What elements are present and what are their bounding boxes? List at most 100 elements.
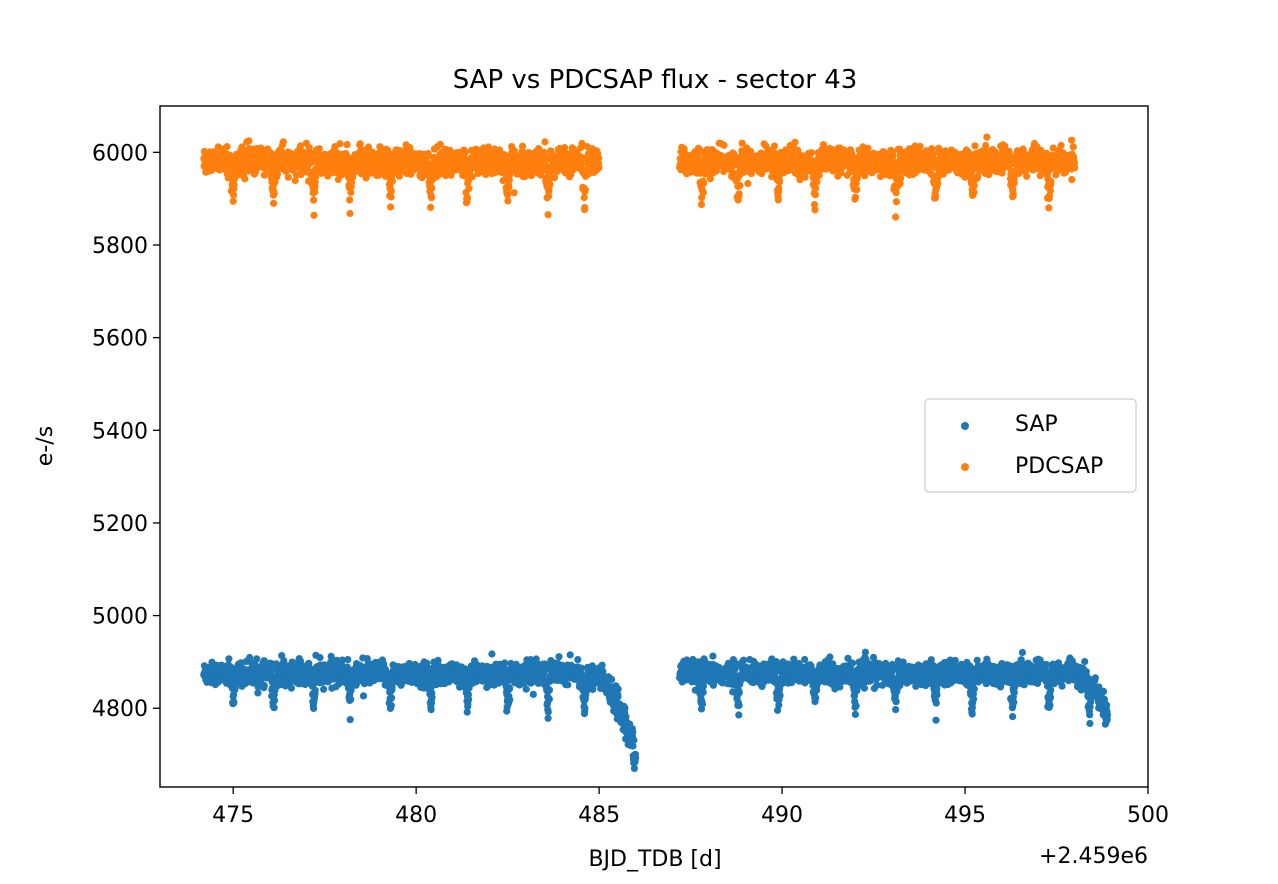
data-point xyxy=(545,686,554,694)
data-point xyxy=(577,664,586,672)
data-point xyxy=(544,708,552,716)
data-point xyxy=(735,711,743,719)
data-point xyxy=(461,665,469,673)
data-point xyxy=(387,187,395,195)
data-point xyxy=(359,692,368,700)
data-point xyxy=(346,716,354,724)
data-point xyxy=(735,701,743,710)
data-point xyxy=(555,653,563,661)
data-point xyxy=(284,173,292,181)
data-point xyxy=(465,185,473,193)
data-point xyxy=(464,690,472,699)
data-point xyxy=(346,196,354,204)
data-point xyxy=(581,704,589,712)
data-point xyxy=(1086,719,1094,728)
data-point xyxy=(344,656,352,664)
data-point xyxy=(848,659,857,667)
data-point xyxy=(608,675,616,684)
data-point xyxy=(338,656,346,664)
data-point xyxy=(270,199,278,207)
data-point xyxy=(614,685,622,693)
data-point xyxy=(1081,658,1089,666)
data-point xyxy=(427,203,435,211)
data-point xyxy=(501,659,509,667)
data-point xyxy=(860,684,869,692)
data-point xyxy=(327,652,335,661)
data-point xyxy=(621,704,629,712)
data-point xyxy=(388,177,396,185)
data-point xyxy=(951,656,959,665)
data-point xyxy=(506,685,514,693)
data-point xyxy=(1046,694,1054,702)
data-point xyxy=(1009,713,1017,721)
data-point xyxy=(267,659,275,667)
data-point xyxy=(801,655,809,664)
data-point xyxy=(388,694,396,702)
data-point xyxy=(1058,682,1066,690)
data-point xyxy=(230,698,238,706)
data-point xyxy=(970,685,978,693)
data-point xyxy=(270,189,278,197)
data-point xyxy=(504,197,512,205)
data-point xyxy=(1103,711,1112,719)
data-point xyxy=(812,694,820,702)
data-point xyxy=(488,650,496,658)
data-point xyxy=(343,141,351,149)
data-point xyxy=(305,659,313,668)
data-point xyxy=(387,702,395,710)
data-point xyxy=(270,704,278,712)
data-point xyxy=(428,693,436,702)
data-point xyxy=(698,700,707,708)
data-point xyxy=(1099,687,1108,696)
data-point xyxy=(852,702,860,710)
data-point xyxy=(463,708,471,716)
data-point xyxy=(1091,674,1099,682)
data-point xyxy=(253,655,261,663)
data-point xyxy=(461,149,469,157)
data-point xyxy=(387,203,395,211)
data-point xyxy=(336,140,344,148)
data-point xyxy=(519,142,527,150)
data-point xyxy=(356,140,364,148)
data-point xyxy=(851,710,860,719)
data-point xyxy=(545,695,553,703)
data-point xyxy=(287,684,295,692)
data-point xyxy=(427,194,436,202)
data-point xyxy=(229,197,237,205)
data-point xyxy=(280,657,288,665)
data-point xyxy=(932,699,940,707)
data-point xyxy=(861,648,870,656)
data-point xyxy=(346,209,354,218)
data-point xyxy=(225,655,233,663)
data-point xyxy=(632,754,640,762)
data-point xyxy=(223,143,231,151)
data-point xyxy=(279,138,287,146)
data-point xyxy=(1018,648,1026,657)
data-point xyxy=(566,651,574,659)
data-point xyxy=(709,652,717,660)
data-point xyxy=(427,706,435,714)
data-point xyxy=(740,656,748,664)
data-point xyxy=(776,692,784,700)
data-point xyxy=(968,710,976,718)
data-point xyxy=(735,689,743,697)
data-point xyxy=(970,695,978,703)
data-point xyxy=(932,716,940,724)
data-point xyxy=(463,194,472,202)
data-point xyxy=(527,656,535,664)
data-point xyxy=(427,699,436,707)
data-point xyxy=(465,696,473,704)
data-point xyxy=(241,175,249,183)
data-point xyxy=(260,681,268,690)
data-point xyxy=(316,654,324,662)
data-point xyxy=(892,698,900,706)
data-point xyxy=(245,137,253,145)
data-point xyxy=(311,686,319,694)
data-point xyxy=(1010,698,1018,706)
data-point xyxy=(347,695,355,704)
data-point xyxy=(320,685,328,693)
data-point xyxy=(1086,711,1094,719)
data-point xyxy=(1046,701,1054,709)
data-point xyxy=(892,706,900,714)
